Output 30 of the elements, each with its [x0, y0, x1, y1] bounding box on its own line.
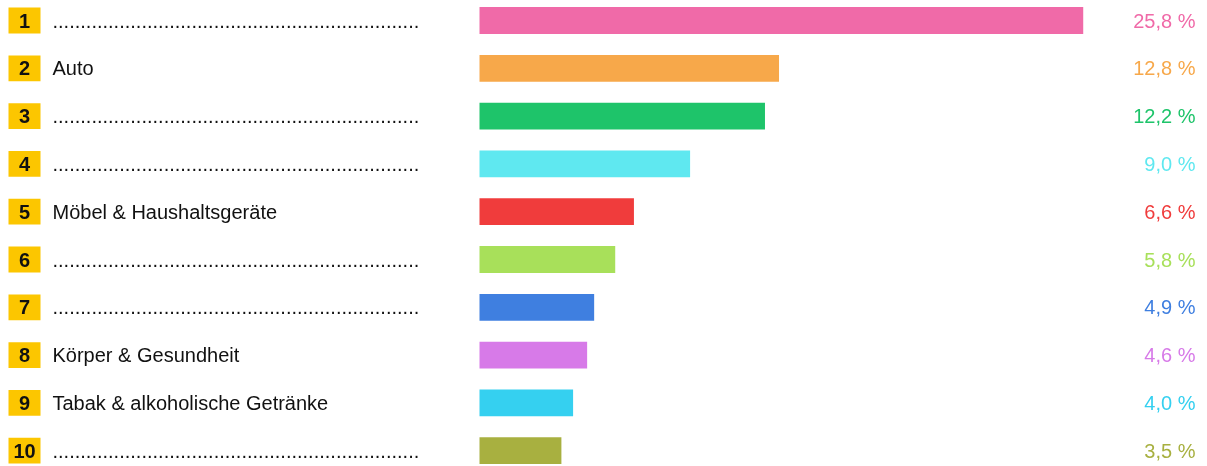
y-tick-label: 3 ..................................................................: [18, 105, 420, 128]
y-tick-label: 4 ..................................................................: [18, 152, 420, 175]
data-label: 3,5 %: [1144, 439, 1196, 462]
y-tick-label: 5 Möbel & Haushaltsgeräte: [18, 200, 278, 223]
y-tick-label: 2 Auto: [18, 57, 94, 80]
bar: [479, 102, 765, 130]
bar: [479, 7, 1084, 34]
y-tick-label: 9 Tabak & alkoholische Getränke: [18, 391, 329, 414]
data-label: 25,8 %: [1133, 9, 1196, 32]
data-label: 12,8 %: [1133, 57, 1196, 80]
bar: [479, 246, 616, 273]
data-label: 4,9 %: [1144, 296, 1196, 319]
data-label: 12,2 %: [1133, 105, 1196, 128]
y-tick-label: 10 ..................................................................: [13, 439, 420, 462]
y-tick-label: 8 Körper & Gesundheit: [18, 344, 240, 367]
bar: [479, 198, 634, 226]
bar: [479, 341, 588, 369]
bar: [479, 437, 562, 465]
y-tick-label: 7 ..................................................................: [18, 296, 420, 319]
bar: [479, 389, 574, 417]
y-tick-label: 6 ..................................................................: [18, 248, 420, 271]
data-label: 4,0 %: [1144, 391, 1196, 414]
data-label: 5,8 %: [1144, 248, 1196, 271]
bar: [479, 54, 780, 82]
data-label: 9,0 %: [1144, 152, 1196, 175]
bar: [479, 293, 595, 321]
y-tick-label: 1 ..................................................................: [18, 9, 420, 32]
data-label: 4,6 %: [1144, 344, 1196, 367]
bar: [479, 150, 691, 178]
data-label: 6,6 %: [1144, 200, 1196, 223]
